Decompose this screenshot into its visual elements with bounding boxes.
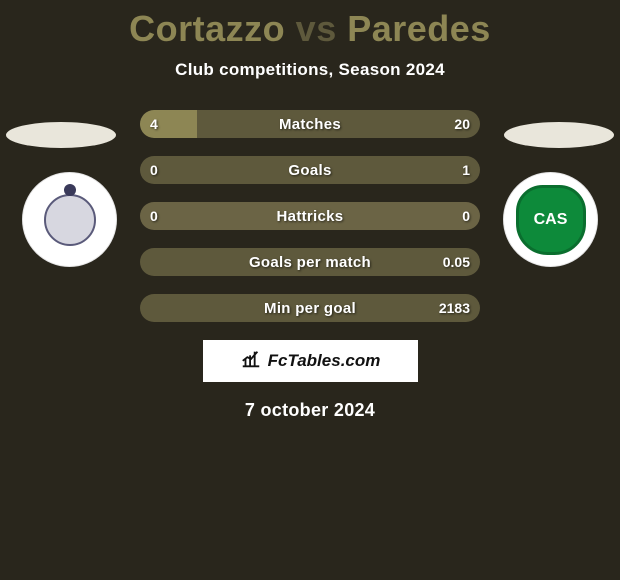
stat-value-right: 1 xyxy=(452,156,480,184)
crest-right-graphic: CAS xyxy=(516,185,586,255)
team-crest-right: CAS xyxy=(503,172,598,267)
stat-value-right: 0.05 xyxy=(433,248,480,276)
subtitle: Club competitions, Season 2024 xyxy=(0,60,620,80)
page-title: Cortazzo vs Paredes xyxy=(0,0,620,50)
stat-value-right: 2183 xyxy=(429,294,480,322)
stat-bar: Min per goal2183 xyxy=(140,294,480,322)
watermark: FcTables.com xyxy=(203,340,418,382)
decor-ellipse-left xyxy=(6,122,116,148)
team-crest-left xyxy=(22,172,117,267)
stat-bar: 0Hattricks0 xyxy=(140,202,480,230)
stat-bars: 4Matches200Goals10Hattricks0Goals per ma… xyxy=(140,110,480,322)
chart-icon xyxy=(240,348,262,375)
stat-bar: Goals per match0.05 xyxy=(140,248,480,276)
vs-text: vs xyxy=(296,8,337,49)
player-a-name: Cortazzo xyxy=(129,8,285,49)
comparison-layout: CAS 4Matches200Goals10Hattricks0Goals pe… xyxy=(0,110,620,421)
stat-value-right: 0 xyxy=(452,202,480,230)
stat-label: Matches xyxy=(140,110,480,138)
decor-ellipse-right xyxy=(504,122,614,148)
stat-label: Goals per match xyxy=(140,248,480,276)
footer-date: 7 october 2024 xyxy=(0,400,620,421)
stat-value-right: 20 xyxy=(444,110,480,138)
stat-bar: 0Goals1 xyxy=(140,156,480,184)
player-b-name: Paredes xyxy=(347,8,491,49)
watermark-text: FcTables.com xyxy=(268,351,381,371)
stat-label: Hattricks xyxy=(140,202,480,230)
stat-label: Goals xyxy=(140,156,480,184)
stat-bar: 4Matches20 xyxy=(140,110,480,138)
crest-left-graphic xyxy=(44,194,96,246)
